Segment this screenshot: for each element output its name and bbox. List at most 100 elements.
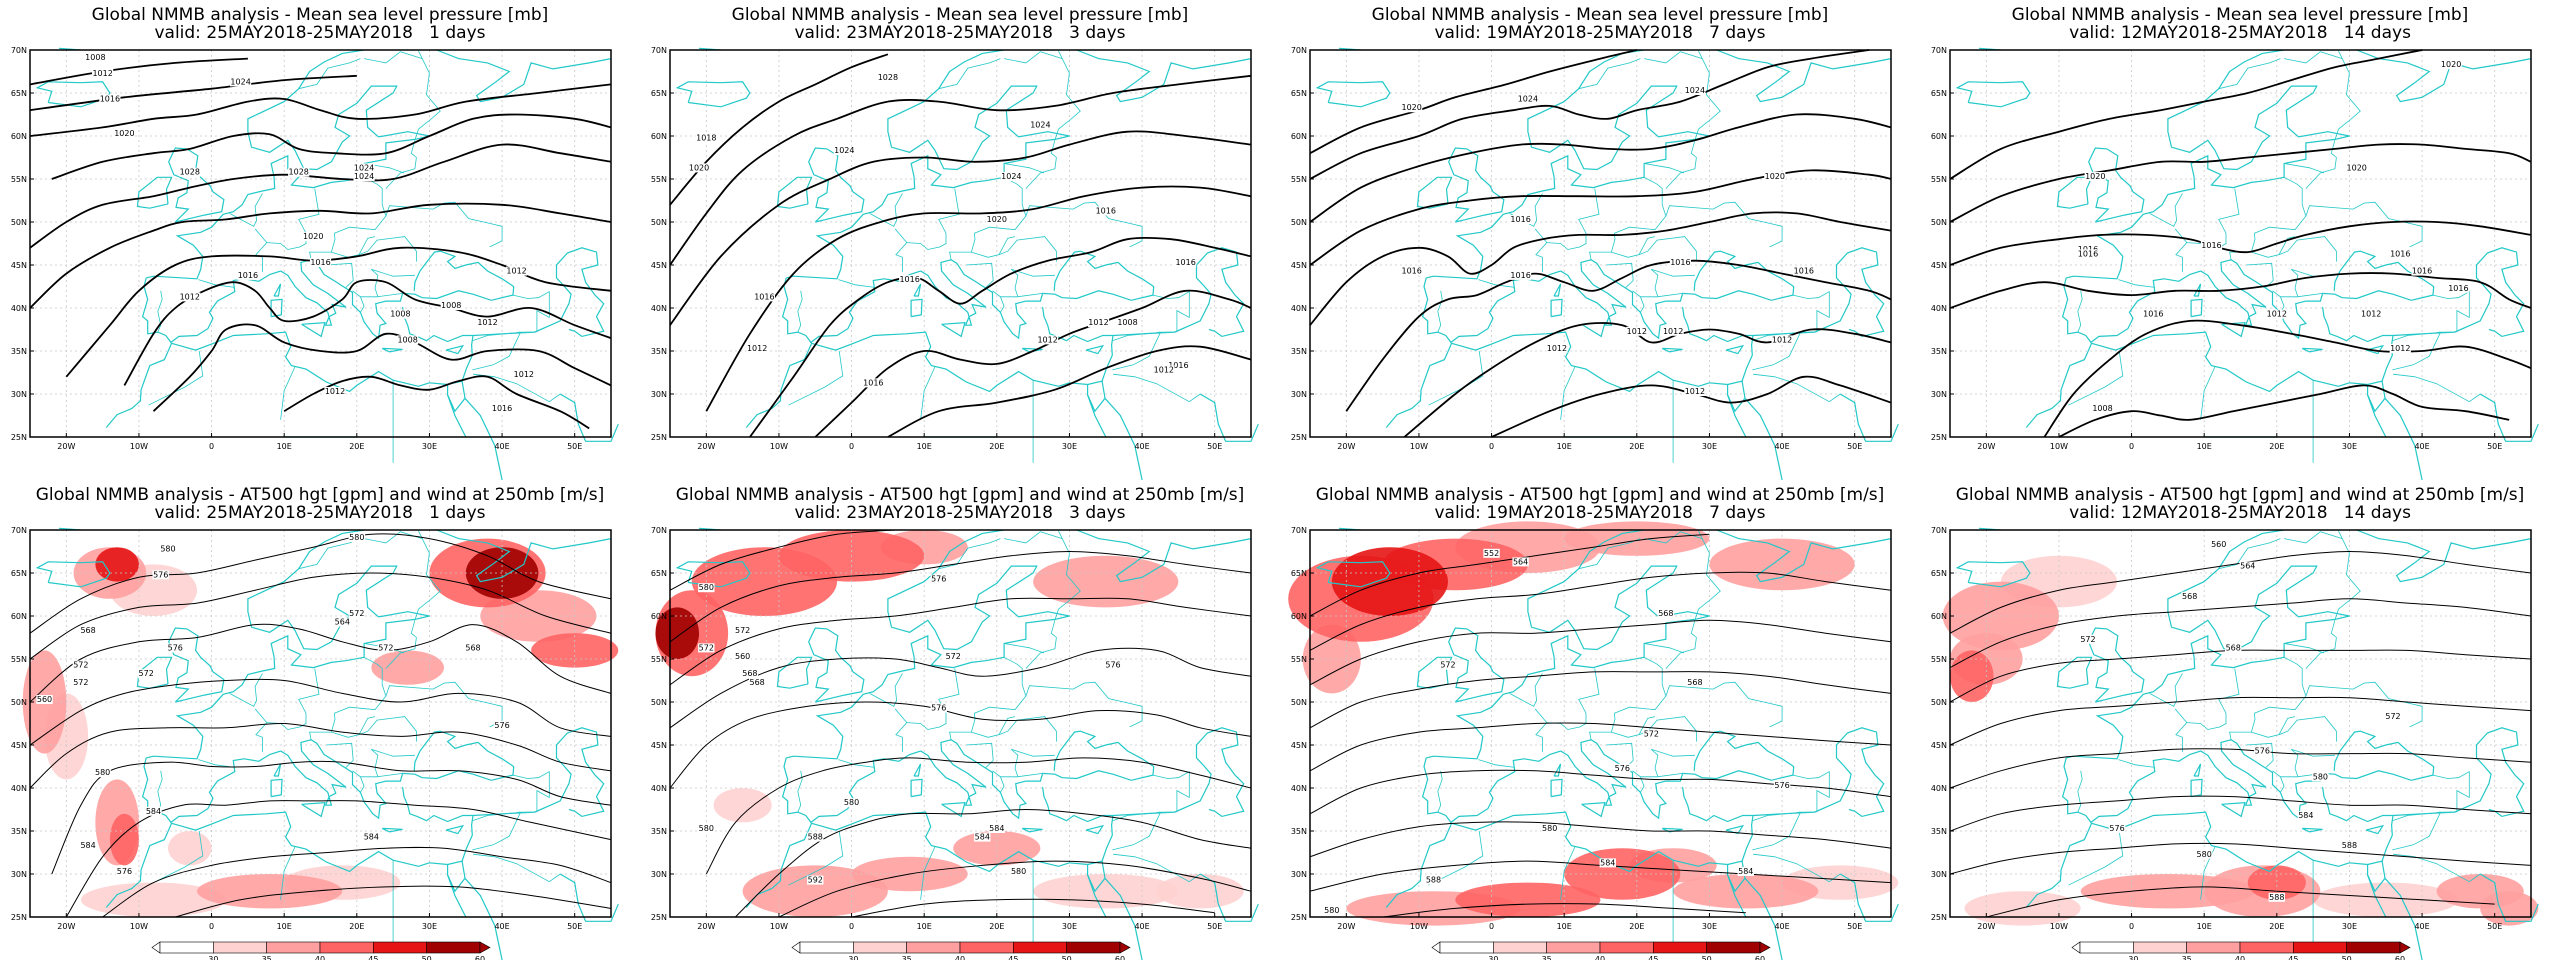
lon-label: 30E: [1062, 442, 1077, 451]
coastline: [2479, 873, 2539, 922]
label-bg: [348, 609, 366, 618]
contour-label: 568: [1658, 609, 1673, 618]
label-bg: [476, 318, 499, 328]
label-bg: [1401, 103, 1423, 113]
coastline: [1839, 873, 1899, 922]
contour-label: 1020: [114, 129, 134, 138]
contour-label: 1008: [85, 53, 105, 62]
coastline: [35, 81, 111, 108]
contour-label: 1008: [1117, 318, 1137, 327]
country-border: [1665, 681, 1783, 728]
coastline: [447, 861, 466, 893]
label-bg: [2239, 561, 2256, 571]
lon-label: 30E: [1062, 922, 1077, 931]
contour-label: 1016: [1175, 258, 1195, 267]
country-border: [938, 538, 1001, 570]
contour-label: 576: [494, 721, 509, 730]
contour-label: 1016: [1096, 206, 1116, 215]
colorbar-tick-label: 35: [262, 955, 272, 960]
label-bg: [2268, 892, 2286, 902]
colorbar-segment: [2186, 941, 2241, 954]
label-bg: [688, 163, 710, 173]
country-border: [998, 716, 1057, 742]
colorbar-tick-label: 35: [902, 955, 912, 960]
country-border: [266, 188, 320, 250]
colorbar-tick-label: 30: [848, 955, 858, 960]
country-border: [906, 668, 960, 730]
contour-label: 576: [931, 575, 946, 584]
lon-label: 40E: [1134, 442, 1149, 451]
height-contour-line: [1309, 619, 1892, 686]
country-border: [2305, 140, 2337, 189]
label-bg: [1116, 318, 1139, 328]
contour-label: 588: [2342, 841, 2357, 850]
coastline: [2025, 787, 2394, 908]
country-border: [1694, 530, 1721, 621]
lat-label: 70N: [1931, 526, 1947, 535]
coastline: [1112, 727, 1245, 818]
coastline: [2025, 307, 2394, 428]
country-border: [1644, 163, 1685, 174]
coastline: [2301, 827, 2323, 833]
contour-label: 568: [750, 678, 765, 687]
wind-colorbar: 30 35 40 45 50 60: [151, 941, 491, 960]
colorbar-left-arrow: [151, 941, 161, 954]
contour-label: 1016: [2390, 249, 2410, 258]
lat-label: 45N: [1291, 741, 1307, 750]
contour-label: 580: [1324, 906, 1339, 915]
lat-label: 35N: [1931, 827, 1947, 836]
label-bg: [179, 292, 201, 302]
coastline: [2056, 656, 2093, 689]
coastline: [1581, 801, 1606, 818]
contour-label: 572: [735, 626, 750, 635]
label-bg: [1510, 270, 1532, 280]
contour-label: 580: [699, 583, 714, 592]
map-frame: 70N 65N 60N 55N 50N 45N 40N 35N 30N 25N 20W 10W 0 10E…: [1931, 526, 2532, 931]
country-border: [2278, 236, 2337, 262]
colorbar-segment: [906, 941, 961, 954]
country-border: [358, 236, 417, 262]
coastline: [1385, 787, 1754, 908]
contour-label: 1024: [230, 77, 250, 86]
label-bg: [1425, 875, 1442, 885]
colorbar-right-arrow: [2399, 941, 2411, 954]
contour-label: 560: [37, 695, 52, 704]
coastline: [1104, 877, 1143, 960]
contour-label: 1028: [878, 73, 898, 82]
contour-label: 580: [1542, 824, 1557, 833]
country-border: [326, 742, 354, 768]
label-bg: [1095, 206, 1117, 216]
lon-label: 20W: [1337, 442, 1355, 451]
lat-label: 55N: [651, 655, 667, 664]
isobar-line: [669, 130, 1252, 326]
coastline: [941, 801, 966, 818]
contour-label: 592: [808, 876, 823, 885]
contour-label: 1012: [506, 267, 526, 276]
country-border: [360, 773, 403, 778]
graticule: [1310, 530, 1891, 917]
contour-label: 1016: [2412, 267, 2432, 276]
country-border: [998, 236, 1057, 262]
country-border: [1112, 332, 1161, 371]
height-contour-line: [65, 800, 612, 918]
label-bg: [440, 301, 462, 310]
contour-label: 576: [2109, 824, 2124, 833]
country-border: [2186, 668, 2240, 730]
coastline: [105, 787, 474, 908]
lat-label: 50N: [11, 218, 27, 227]
coastline: [413, 730, 515, 781]
coastline: [1744, 397, 1783, 480]
country-border: [1011, 749, 1019, 777]
lat-label: 30N: [11, 390, 27, 399]
lon-label: 20E: [2269, 442, 2284, 451]
country-border: [2077, 290, 2083, 333]
label-bg: [2142, 309, 2164, 319]
lon-label: 10W: [1410, 442, 1428, 451]
label-bg: [734, 626, 751, 636]
country-border: [1546, 188, 1600, 250]
country-border: [920, 366, 936, 420]
contour-label: 576: [1105, 661, 1120, 670]
country-border: [2291, 749, 2299, 777]
country-border: [1152, 291, 1190, 333]
label-bg: [748, 677, 766, 687]
